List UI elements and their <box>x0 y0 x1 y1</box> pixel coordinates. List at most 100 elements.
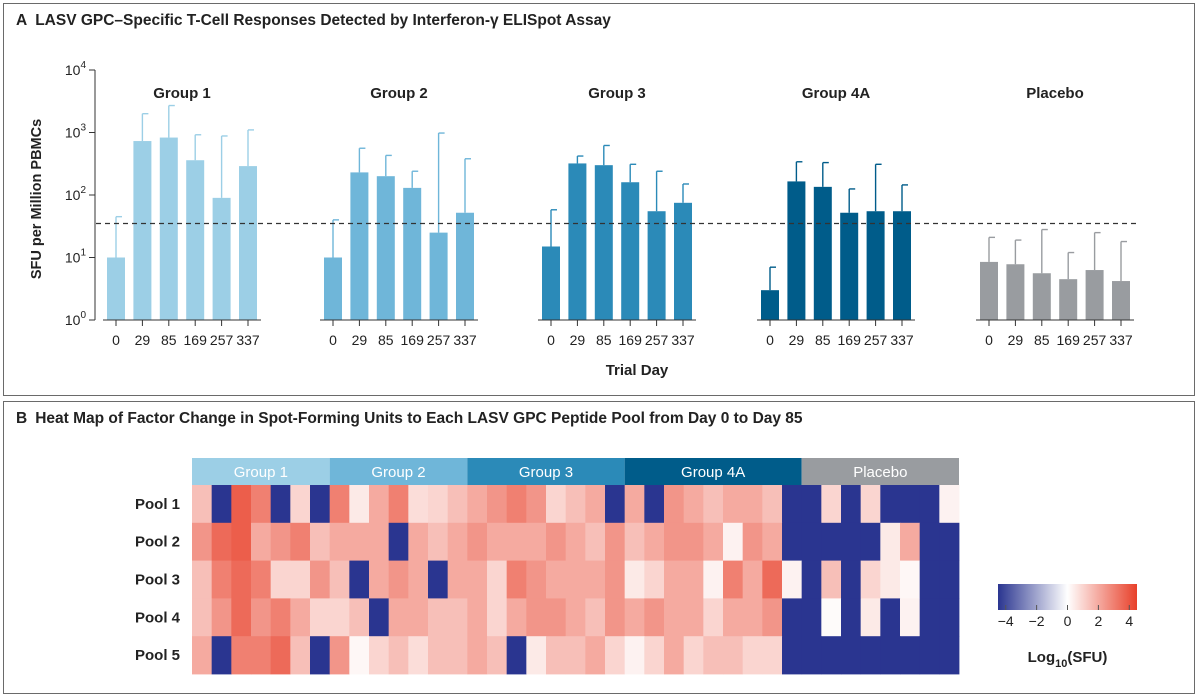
heatmap-cell <box>487 522 508 561</box>
heatmap-cell <box>546 636 567 675</box>
bar <box>107 257 125 320</box>
group-label: Group 4A <box>802 85 871 102</box>
heatmap-cell <box>841 560 862 599</box>
heatmap-cell <box>270 522 291 561</box>
heatmap-cell <box>683 560 704 599</box>
heatmap-cell <box>270 560 291 599</box>
heatmap-cell <box>683 485 704 524</box>
heatmap-cell <box>644 598 665 637</box>
heatmap-cell <box>408 522 429 561</box>
heatmap-cell <box>506 560 527 599</box>
heatmap-cell <box>565 598 586 637</box>
heatmap-cell <box>919 636 940 675</box>
heatmap-cell <box>211 560 232 599</box>
x-tick-label: 337 <box>236 332 260 348</box>
heatmap-cell <box>664 598 685 637</box>
heatmap-cell <box>408 636 429 675</box>
heatmap-cell <box>762 636 783 675</box>
x-tick-label: 169 <box>838 332 862 348</box>
colorbar-tick-label: 4 <box>1125 613 1133 629</box>
heatmap-cell <box>329 522 350 561</box>
heatmap-cell <box>605 485 626 524</box>
heatmap-cell <box>506 522 527 561</box>
heatmap-cell <box>251 560 272 599</box>
heatmap-cell <box>310 522 331 561</box>
heatmap-row-label: Pool 2 <box>135 534 180 551</box>
x-tick-label: 337 <box>890 332 914 348</box>
heatmap-cell <box>310 560 331 599</box>
heatmap-cell <box>310 636 331 675</box>
x-tick-label: 169 <box>184 332 208 348</box>
y-tick-label: 103 <box>65 123 87 141</box>
heatmap-cell <box>290 560 311 599</box>
bar <box>674 202 692 320</box>
bar <box>893 211 911 320</box>
heatmap-group-header <box>329 458 468 486</box>
heatmap-cell <box>664 485 685 524</box>
bar <box>456 212 474 320</box>
heatmap-cell <box>742 636 763 675</box>
heatmap-cell <box>801 522 822 561</box>
heatmap-cell <box>270 636 291 675</box>
y-tick-base: 10 <box>65 312 81 328</box>
heatmap-cell <box>703 560 724 599</box>
heatmap-cell <box>349 560 370 599</box>
heatmap-cell <box>506 598 527 637</box>
bar <box>1085 270 1104 320</box>
heatmap-cell <box>290 636 311 675</box>
heatmap-cell <box>231 598 252 637</box>
heatmap-cell <box>447 636 468 675</box>
heatmap-cell <box>428 560 449 599</box>
heatmap-row-label: Pool 4 <box>135 609 181 626</box>
heatmap-cell <box>506 636 527 675</box>
bar <box>159 137 178 320</box>
heatmap-cell <box>290 522 311 561</box>
bar <box>761 290 779 320</box>
heatmap-cell <box>939 636 960 675</box>
heatmap-cell <box>369 598 390 637</box>
heatmap-cell <box>624 636 645 675</box>
heatmap-cell <box>860 598 881 637</box>
bar <box>1059 279 1078 320</box>
y-tick-label: 102 <box>65 185 87 203</box>
heatmap-cell <box>919 522 940 561</box>
bar <box>324 257 342 320</box>
heatmap-cell <box>408 598 429 637</box>
heatmap-cell <box>192 522 213 561</box>
heatmap-cell <box>231 560 252 599</box>
heatmap-cell <box>329 598 350 637</box>
heatmap-cell <box>742 522 763 561</box>
heatmap-cell <box>231 485 252 524</box>
bar <box>350 172 369 320</box>
heatmap-cell <box>447 485 468 524</box>
heatmap-cell <box>624 485 645 524</box>
heatmap-cell <box>900 522 921 561</box>
y-axis-label: SFU per Million PBMCs <box>29 119 45 279</box>
heatmap-cell <box>880 485 901 524</box>
panel-a-letter: A <box>16 12 28 29</box>
heatmap-cell <box>565 560 586 599</box>
heatmap-cell <box>723 598 744 637</box>
heatmap-cell <box>369 522 390 561</box>
heatmap-cell <box>860 560 881 599</box>
heatmap-group-header <box>192 458 330 486</box>
heatmap-cell <box>762 560 783 599</box>
heatmap-cell <box>723 485 744 524</box>
heatmap-cell <box>762 598 783 637</box>
x-tick-label: 169 <box>1057 332 1081 348</box>
x-tick-label: 85 <box>378 332 394 348</box>
bar <box>1006 264 1025 320</box>
heatmap-cell <box>821 598 842 637</box>
heatmap-cell <box>664 560 685 599</box>
heatmap-group-label: Group 1 <box>234 464 288 481</box>
colorbar-tick-label: −2 <box>1029 613 1045 629</box>
x-axis-label: Trial Day <box>606 362 669 379</box>
y-tick-exponent: 4 <box>80 60 86 71</box>
heatmap-cell <box>605 522 626 561</box>
panel-a-title-text: LASV GPC–Specific T-Cell Responses Detec… <box>35 12 611 29</box>
heatmap-cell <box>526 598 547 637</box>
heatmap-cell <box>526 485 547 524</box>
heatmap-cell <box>565 485 586 524</box>
colorbar-tick-label: 2 <box>1094 613 1102 629</box>
